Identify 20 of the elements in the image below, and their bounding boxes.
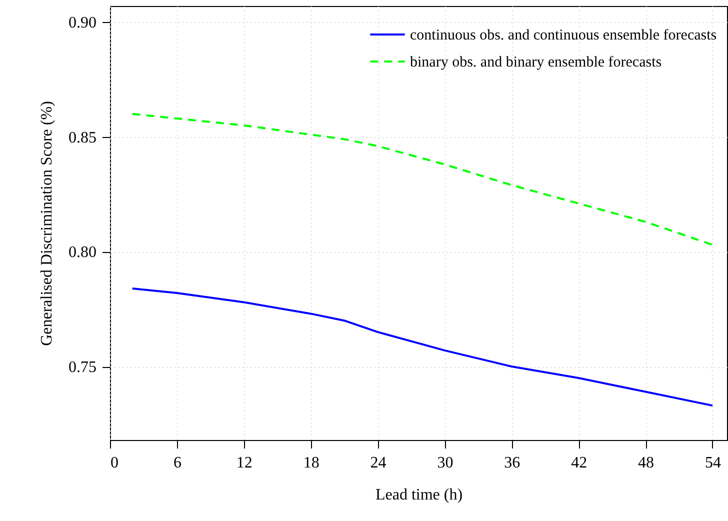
legend-label: binary obs. and binary ensemble forecasts: [410, 54, 662, 70]
x-tick-label: 42: [571, 454, 588, 472]
y-tick-label: 0.90: [68, 14, 96, 32]
x-tick-label: 54: [704, 454, 721, 472]
x-tick-label: 18: [303, 454, 320, 472]
x-tick-label: 30: [437, 454, 454, 472]
x-tick-label: 24: [370, 454, 386, 472]
x-tick-label: 6: [173, 454, 182, 472]
y-tick-label: 0.80: [68, 244, 96, 262]
y-tick-label: 0.75: [68, 359, 96, 376]
line-series: [131, 287, 714, 407]
x-axis-title: Lead time (h): [375, 486, 463, 504]
x-tick-label: 0: [110, 454, 118, 472]
x-tick-label: 12: [236, 454, 252, 472]
line-series: [131, 112, 714, 246]
x-tick-label: 48: [638, 454, 654, 472]
x-tick-label: 36: [504, 454, 520, 472]
y-tick-label: 0.85: [68, 129, 96, 146]
legend-label: continuous obs. and continuous ensemble forecasts: [410, 28, 717, 44]
y-axis-title: Generalised Discrimination Score (%): [38, 101, 56, 346]
